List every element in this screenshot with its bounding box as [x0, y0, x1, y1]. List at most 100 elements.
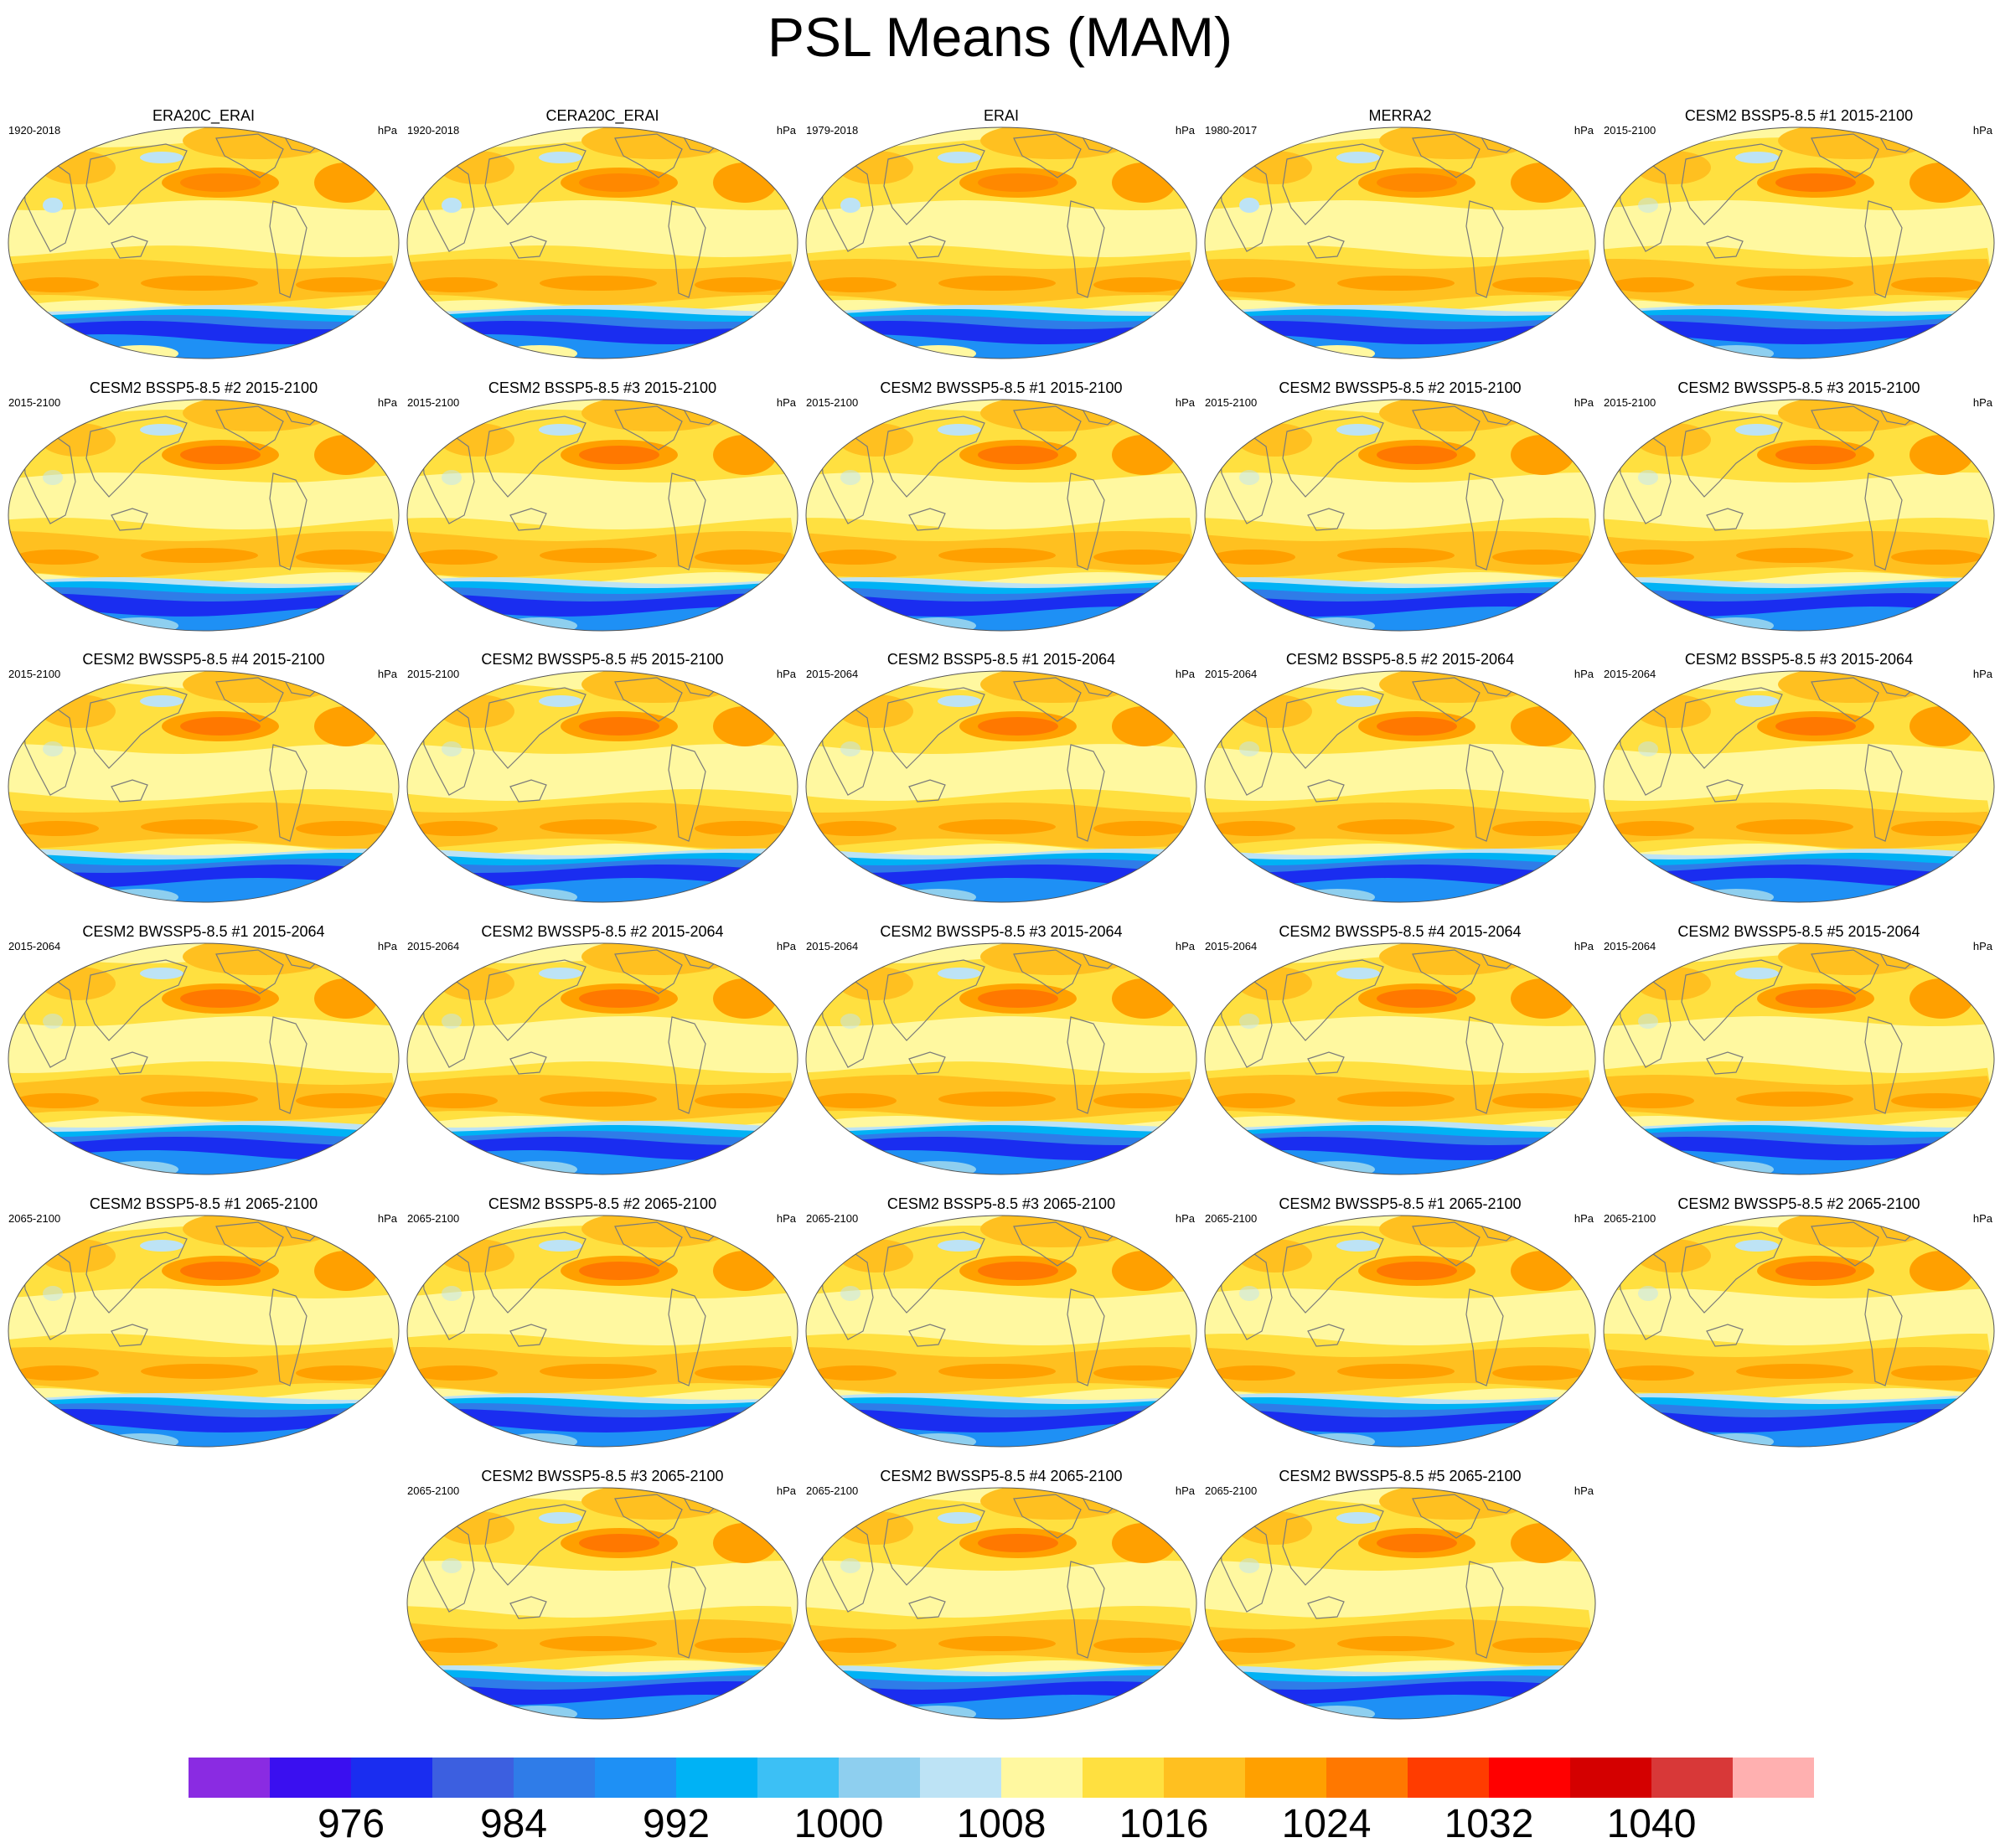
panel-title: CESM2 BWSSP5-8.5 #4 2015-2100	[82, 651, 325, 668]
map-plot	[805, 670, 1197, 903]
panel-title: CESM2 BWSSP5-8.5 #5 2015-2100	[481, 651, 724, 668]
panel-title: CESM2 BSSP5-8.5 #3 2065-2100	[886, 1195, 1116, 1212]
map-plot	[8, 1215, 400, 1448]
map-plot	[805, 1487, 1197, 1720]
map-plot	[1603, 399, 1995, 632]
panel-units: hPa	[1175, 396, 1195, 409]
colorbar-tick-label: 992	[642, 1802, 711, 1846]
colorbar-tick-label: 984	[479, 1802, 548, 1846]
panel-years: 1920-2018	[407, 124, 460, 137]
map-panel: CESM2 BWSSP5-8.5 #5 2065-2100 2065-2100 hP…	[1203, 1468, 1597, 1720]
panel-units: hPa	[377, 1212, 397, 1225]
panel-title: CESM2 BWSSP5-8.5 #2 2065-2100	[1677, 1195, 1920, 1212]
panel-units: hPa	[776, 124, 796, 137]
map-plot	[805, 126, 1197, 359]
panel-title: CESM2 BWSSP5-8.5 #3 2015-2064	[880, 923, 1123, 940]
panel-units: hPa	[1574, 1212, 1594, 1225]
panel-units: hPa	[776, 1212, 796, 1225]
map-panel: CESM2 BWSSP5-8.5 #1 2065-2100 2065-2100 hP…	[1203, 1195, 1597, 1448]
panel-units: hPa	[1972, 396, 1992, 409]
colorbar	[189, 1758, 1814, 1798]
panel-units: hPa	[776, 396, 796, 409]
map-plot	[1603, 1215, 1995, 1448]
panel-title: CESM2 BWSSP5-8.5 #1 2065-2100	[1279, 1195, 1522, 1212]
panel-title: ERAI	[983, 107, 1019, 124]
panel-units: hPa	[1972, 668, 1992, 680]
map-panel: CESM2 BWSSP5-8.5 #2 2065-2100 2065-2100 hP…	[1602, 1195, 1996, 1448]
panel-title: CERA20C_ERAI	[545, 107, 659, 124]
map-plot	[1603, 126, 1995, 359]
colorbar-swatch	[1489, 1758, 1571, 1798]
map-plot	[8, 942, 400, 1175]
panel-units: hPa	[377, 124, 397, 137]
map-panel: CESM2 BSSP5-8.5 #3 2015-2100 2015-2100 hPa	[406, 379, 799, 632]
map-panel: CESM2 BSSP5-8.5 #2 2015-2100 2015-2100 hPa	[7, 379, 401, 632]
panel-years: 2065-2100	[407, 1484, 460, 1497]
panel-units: hPa	[1175, 124, 1195, 137]
colorbar-swatch	[676, 1758, 758, 1798]
panel-units: hPa	[1574, 1484, 1594, 1497]
map-plot	[8, 399, 400, 632]
panel-title: CESM2 BWSSP5-8.5 #3 2065-2100	[481, 1468, 724, 1484]
panel-title: CESM2 BSSP5-8.5 #2 2065-2100	[488, 1195, 717, 1212]
panel-years: 2065-2100	[1205, 1212, 1258, 1225]
map-plot	[1204, 126, 1596, 359]
figure-title: PSL Means (MAM)	[767, 6, 1233, 68]
panel-title: CESM2 BSSP5-8.5 #1 2015-2100	[1684, 107, 1914, 124]
panel-units: hPa	[377, 668, 397, 680]
map-plot	[406, 399, 798, 632]
panel-title: ERA20C_ERAI	[152, 107, 256, 124]
panel-years: 2015-2100	[1604, 124, 1656, 137]
map-panel: CESM2 BWSSP5-8.5 #4 2065-2100 2065-2100 hP…	[804, 1468, 1198, 1720]
panel-title: CESM2 BSSP5-8.5 #3 2015-2100	[488, 379, 717, 396]
map-panel: CESM2 BSSP5-8.5 #3 2065-2100 2065-2100 hPa	[804, 1195, 1198, 1448]
panel-units: hPa	[1175, 940, 1195, 952]
map-plot	[805, 1215, 1197, 1448]
panel-years: 1979-2018	[806, 124, 859, 137]
panel-units: hPa	[1972, 1212, 1992, 1225]
colorbar-tick-label: 1032	[1444, 1802, 1534, 1846]
map-plot	[8, 670, 400, 903]
colorbar-swatch	[1733, 1758, 1814, 1798]
panel-title: CESM2 BSSP5-8.5 #2 2015-2100	[89, 379, 318, 396]
map-plot	[1603, 670, 1995, 903]
map-panel: CESM2 BSSP5-8.5 #1 2015-2064 2015-2064 hPa	[804, 651, 1198, 903]
colorbar-swatch	[1326, 1758, 1408, 1798]
panel-years: 2015-2064	[1205, 668, 1258, 680]
panel-units: hPa	[1574, 396, 1594, 409]
panel-units: hPa	[776, 668, 796, 680]
map-plot	[805, 399, 1197, 632]
panel-years: 2065-2100	[806, 1484, 859, 1497]
panel-units: hPa	[1175, 1212, 1195, 1225]
colorbar-tick-label: 976	[317, 1802, 385, 1846]
map-plot	[1603, 942, 1995, 1175]
panel-units: hPa	[776, 940, 796, 952]
panel-units: hPa	[1574, 124, 1594, 137]
panel-years: 1920-2018	[8, 124, 61, 137]
panel-years: 2015-2064	[1604, 668, 1656, 680]
panel-years: 2065-2100	[407, 1212, 460, 1225]
panel-title: CESM2 BSSP5-8.5 #2 2015-2064	[1285, 651, 1515, 668]
map-panel: ERAI 1979-2018 hPa	[804, 107, 1198, 359]
map-panel: CESM2 BWSSP5-8.5 #4 2015-2064 2015-2064 hP…	[1203, 923, 1597, 1175]
map-plot	[1204, 399, 1596, 632]
map-panel: CESM2 BSSP5-8.5 #3 2015-2064 2015-2064 hPa	[1602, 651, 1996, 903]
pressure-field	[8, 127, 399, 359]
panel-units: hPa	[1574, 940, 1594, 952]
panel-title: CESM2 BWSSP5-8.5 #4 2065-2100	[880, 1468, 1123, 1484]
panel-years: 2015-2100	[407, 396, 460, 409]
panel-title: CESM2 BWSSP5-8.5 #4 2015-2064	[1279, 923, 1522, 940]
panel-years: 2065-2100	[1205, 1484, 1258, 1497]
map-panel: CERA20C_ERAI 1920-2018 hPa	[406, 107, 799, 359]
panel-years: 2015-2064	[806, 668, 859, 680]
colorbar-swatch	[595, 1758, 677, 1798]
map-plot	[406, 1215, 798, 1448]
panel-units: hPa	[1175, 668, 1195, 680]
colorbar-swatch	[920, 1758, 1002, 1798]
map-panel: CESM2 BWSSP5-8.5 #1 2015-2064 2015-2064 hP…	[7, 923, 401, 1175]
colorbar-tick-label: 1024	[1281, 1802, 1372, 1846]
colorbar-tick-label: 1008	[956, 1802, 1047, 1846]
map-panel: CESM2 BWSSP5-8.5 #3 2015-2064 2015-2064 hP…	[804, 923, 1198, 1175]
colorbar-swatch	[189, 1758, 271, 1798]
panel-title: MERRA2	[1368, 107, 1432, 124]
